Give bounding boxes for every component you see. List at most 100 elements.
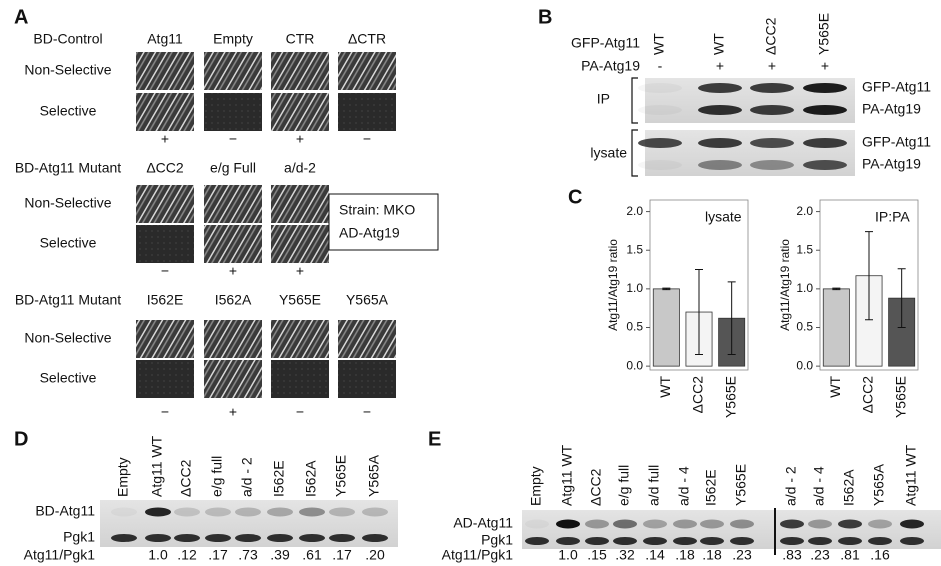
lane-label: e/g full bbox=[616, 465, 632, 506]
plate-image bbox=[271, 225, 329, 263]
row-label: Selective bbox=[40, 370, 97, 386]
plate-image bbox=[136, 93, 194, 131]
growth-result: + bbox=[229, 263, 237, 279]
error-bar bbox=[695, 269, 703, 356]
lane-label: Atg11 WT bbox=[559, 444, 575, 506]
growth-result: − bbox=[161, 404, 169, 420]
lane-label: Y565A bbox=[366, 454, 382, 497]
blot-band bbox=[780, 519, 804, 529]
blot-band bbox=[638, 83, 682, 93]
ratio-value: .83 bbox=[782, 547, 802, 563]
row-label: Pgk1 bbox=[481, 532, 513, 548]
blot-band bbox=[235, 507, 261, 517]
plate-image bbox=[204, 320, 262, 358]
lane-label: ΔCC2 bbox=[763, 17, 779, 55]
row-label: Selective bbox=[40, 235, 97, 251]
growth-result: + bbox=[229, 404, 237, 420]
x-tick-label: Y565E bbox=[722, 376, 738, 418]
ratio-value: .20 bbox=[365, 547, 385, 563]
lane-label: Empty bbox=[115, 457, 131, 497]
blot-band bbox=[803, 160, 847, 170]
blot-band bbox=[868, 537, 892, 545]
blot-band bbox=[205, 507, 231, 517]
blot-band bbox=[362, 534, 388, 542]
blot-band bbox=[145, 534, 171, 542]
plate-image bbox=[136, 225, 194, 263]
blot-band bbox=[803, 138, 847, 148]
blot-band bbox=[868, 519, 892, 529]
band-label: PA-Atg19 bbox=[862, 156, 921, 172]
ratio-value: .73 bbox=[238, 547, 258, 563]
plate-image bbox=[271, 52, 329, 90]
column-header: Atg11 bbox=[147, 31, 183, 47]
y-tick-label: 1.0 bbox=[796, 281, 813, 295]
plate-image bbox=[136, 185, 194, 223]
growth-result: − bbox=[363, 404, 371, 420]
ratio-value: .14 bbox=[645, 547, 665, 563]
ratio-value: .32 bbox=[615, 547, 635, 563]
lane-label: Empty bbox=[528, 466, 544, 506]
y-axis-label: Atg11/Atg19 ratio bbox=[778, 239, 792, 331]
plate-image bbox=[204, 52, 262, 90]
plate-image bbox=[338, 93, 396, 131]
ratio-label: Atg11/Pgk1 bbox=[24, 547, 96, 563]
blot-band bbox=[643, 519, 667, 529]
lane-label: Y565E bbox=[733, 464, 749, 506]
ratio-value: .18 bbox=[675, 547, 695, 563]
blot-band bbox=[643, 537, 667, 545]
row-label: Selective bbox=[40, 103, 97, 119]
y-tick-label: 0.0 bbox=[626, 358, 643, 372]
x-tick-label: WT bbox=[657, 376, 673, 398]
blot-band bbox=[585, 537, 609, 545]
plot-area bbox=[649, 199, 749, 371]
lane-label: Atg11 WT bbox=[149, 435, 165, 497]
blot-band bbox=[698, 83, 742, 93]
panel-label: C bbox=[568, 186, 582, 208]
blot-band bbox=[556, 519, 580, 529]
blot-band bbox=[673, 519, 697, 529]
blot-band bbox=[730, 519, 754, 529]
growth-result: + bbox=[296, 263, 304, 279]
blot-band bbox=[730, 537, 754, 545]
lane-label: Y565E bbox=[816, 13, 832, 55]
x-tick-label: ΔCC2 bbox=[690, 376, 706, 414]
y-tick-label: 2.0 bbox=[626, 204, 643, 218]
blot-band bbox=[700, 537, 724, 545]
panel-label: A bbox=[14, 6, 28, 28]
error-bar bbox=[832, 287, 841, 291]
ratio-value: 1.0 bbox=[558, 547, 578, 563]
lane-label: Y565A bbox=[871, 463, 887, 506]
ratio-value: .15 bbox=[587, 547, 607, 563]
y-tick-label: 0.5 bbox=[796, 320, 813, 334]
strain-box bbox=[328, 193, 439, 251]
column-header: a/d-2 bbox=[284, 160, 316, 176]
y-axis-label: Atg11/Atg19 ratio bbox=[606, 239, 620, 331]
blot-band bbox=[803, 105, 847, 115]
strain-text: Strain: MKO bbox=[339, 202, 415, 218]
blot-band bbox=[750, 83, 794, 93]
ratio-value: .16 bbox=[870, 547, 890, 563]
blot-band bbox=[145, 507, 171, 517]
row-label: BD-Atg11 bbox=[35, 503, 95, 519]
plate-image bbox=[204, 185, 262, 223]
lane-label: ΔCC2 bbox=[588, 468, 604, 506]
plate-image bbox=[136, 360, 194, 398]
bar bbox=[822, 288, 850, 367]
treatment-sign: + bbox=[768, 58, 776, 74]
blot-band bbox=[803, 83, 847, 93]
ratio-value: .39 bbox=[270, 547, 290, 563]
blot-band bbox=[750, 105, 794, 115]
blot-band bbox=[174, 507, 200, 517]
row-label: Non-Selective bbox=[24, 62, 111, 78]
lane-label: WT bbox=[711, 33, 727, 55]
row-label: GFP-Atg11 bbox=[571, 35, 640, 51]
lane-label: a/d - 4 bbox=[676, 466, 692, 506]
blot-band bbox=[698, 138, 742, 148]
bar bbox=[652, 288, 680, 367]
blot-section-label: IP bbox=[597, 91, 610, 107]
ratio-value: .23 bbox=[732, 547, 752, 563]
blot-band bbox=[638, 138, 682, 148]
x-tick-label: WT bbox=[827, 376, 843, 398]
panel-label: B bbox=[538, 6, 552, 28]
